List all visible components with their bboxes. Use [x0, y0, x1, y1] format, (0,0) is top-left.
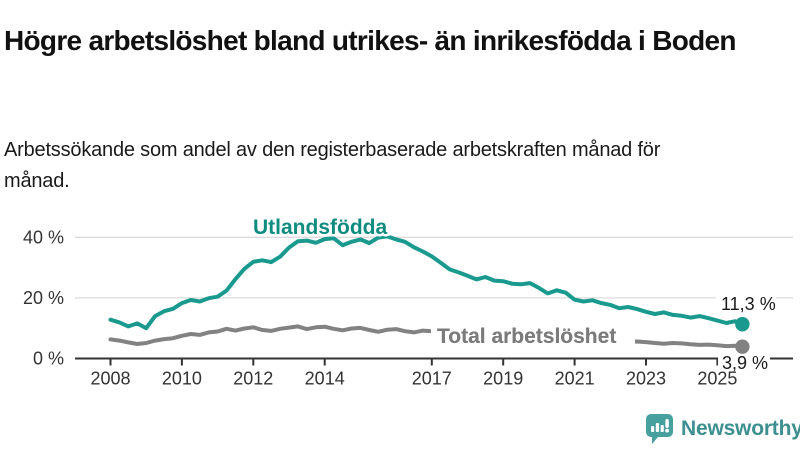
- x-tick-label: 2021: [555, 369, 595, 389]
- series-end-dot: [735, 339, 750, 354]
- y-tick-label: 20 %: [23, 288, 64, 308]
- brand-name: Newsworthy: [681, 417, 800, 440]
- x-tick-label: 2019: [483, 369, 523, 389]
- series-line-total-arbetsl-shet: [108, 324, 745, 349]
- page-title: Högre arbetslöshet bland utrikes- än inr…: [4, 24, 736, 56]
- x-tick-label: 2023: [626, 369, 666, 389]
- newsworthy-logo-icon: [646, 414, 673, 444]
- series-label-total-arbetsl-shet: Total arbetslöshet: [437, 325, 616, 348]
- y-tick-label: 0 %: [33, 349, 64, 369]
- series-end-value: 3,9 %: [722, 353, 768, 373]
- series-end-dot: [735, 317, 750, 332]
- x-tick-label: 2025: [697, 369, 737, 389]
- series-label-utlandsf-dda: Utlandsfödda: [253, 216, 387, 239]
- end-value-backdrop: [716, 294, 776, 313]
- page-subtitle: Arbetssökande som andel av den registerb…: [4, 139, 661, 192]
- x-tick-label: 2014: [305, 369, 345, 389]
- x-tick-label: 2012: [233, 369, 273, 389]
- x-tick-label: 2017: [412, 369, 452, 389]
- y-tick-label: 40 %: [23, 227, 64, 247]
- series-end-value: 11,3 %: [721, 294, 776, 314]
- series-label-halo: Total arbetslöshet: [437, 325, 616, 348]
- end-value-backdrop: [718, 353, 770, 371]
- series-line-utlandsf-dda: [108, 234, 745, 331]
- series-label-backdrop: [431, 324, 635, 347]
- brand-logo[interactable]: Newsworthy: [644, 413, 800, 445]
- series-label-halo: Utlandsfödda: [253, 216, 387, 239]
- x-tick-label: 2008: [90, 369, 130, 389]
- x-tick-label: 2010: [162, 369, 202, 389]
